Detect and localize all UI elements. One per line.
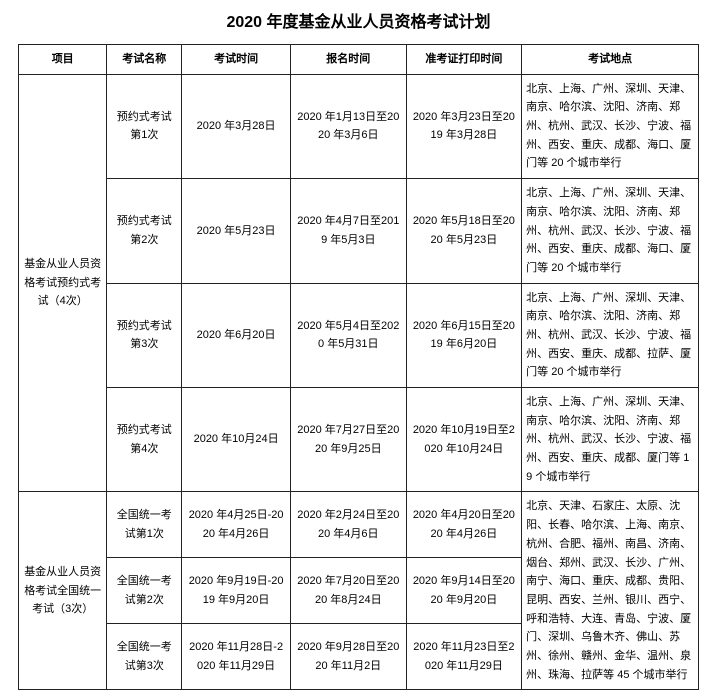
cell-reg-time: 2020 年9月28日至2020 年11月2日	[290, 624, 406, 690]
cell-exam-time: 2020 年10月24日	[182, 388, 291, 492]
cell-admit-time: 2020 年10月19日至2020 年10月24日	[406, 388, 522, 492]
cell-location: 北京、上海、广州、深圳、天津、南京、哈尔滨、沈阳、济南、郑州、杭州、武汉、长沙、…	[522, 74, 699, 178]
cell-exam-name: 预约式考试第4次	[107, 388, 182, 492]
cell-exam-time: 2020 年9月19日-2019 年9月20日	[182, 558, 291, 624]
cell-exam-name: 全国统一考试第2次	[107, 558, 182, 624]
cell-project-group2: 基金从业人员资格考试全国统一考试（3次）	[19, 492, 107, 690]
cell-location: 北京、上海、广州、深圳、天津、南京、哈尔滨、沈阳、济南、郑州、杭州、武汉、长沙、…	[522, 179, 699, 283]
cell-reg-time: 2020 年1月13日至2020 年3月6日	[290, 74, 406, 178]
cell-location-group2: 北京、天津、石家庄、太原、沈阳、长春、哈尔滨、上海、南京、杭州、合肥、福州、南昌…	[522, 492, 699, 690]
cell-exam-time: 2020 年11月28日-2020 年11月29日	[182, 624, 291, 690]
cell-location: 北京、上海、广州、深圳、天津、南京、哈尔滨、沈阳、济南、郑州、杭州、武汉、长沙、…	[522, 388, 699, 492]
cell-exam-name: 全国统一考试第3次	[107, 624, 182, 690]
table-row: 基金从业人员资格考试预约式考试（4次） 预约式考试第1次 2020 年3月28日…	[19, 74, 699, 178]
cell-exam-name: 预约式考试第3次	[107, 283, 182, 387]
cell-reg-time: 2020 年4月7日至2019 年5月3日	[290, 179, 406, 283]
cell-admit-time: 2020 年11月23日至2020 年11月29日	[406, 624, 522, 690]
cell-admit-time: 2020 年4月20日至2020 年4月26日	[406, 492, 522, 558]
cell-exam-time: 2020 年5月23日	[182, 179, 291, 283]
cell-exam-name: 全国统一考试第1次	[107, 492, 182, 558]
table-row: 预约式考试第4次 2020 年10月24日 2020 年7月27日至2020 年…	[19, 388, 699, 492]
header-reg-time: 报名时间	[290, 45, 406, 75]
header-exam-time: 考试时间	[182, 45, 291, 75]
cell-reg-time: 2020 年7月27日至2020 年9月25日	[290, 388, 406, 492]
cell-exam-name: 预约式考试第2次	[107, 179, 182, 283]
exam-schedule-table: 项目 考试名称 考试时间 报名时间 准考证打印时间 考试地点 基金从业人员资格考…	[18, 44, 699, 690]
cell-exam-name: 预约式考试第1次	[107, 74, 182, 178]
cell-reg-time: 2020 年7月20日至2020 年8月24日	[290, 558, 406, 624]
cell-reg-time: 2020 年2月24日至2020 年4月6日	[290, 492, 406, 558]
table-row: 基金从业人员资格考试全国统一考试（3次） 全国统一考试第1次 2020 年4月2…	[19, 492, 699, 558]
header-location: 考试地点	[522, 45, 699, 75]
cell-reg-time: 2020 年5月4日至2020 年5月31日	[290, 283, 406, 387]
header-admit-time: 准考证打印时间	[406, 45, 522, 75]
cell-exam-time: 2020 年3月28日	[182, 74, 291, 178]
cell-project-group1: 基金从业人员资格考试预约式考试（4次）	[19, 74, 107, 492]
cell-exam-time: 2020 年4月25日-2020 年4月26日	[182, 492, 291, 558]
page-title: 2020 年度基金从业人员资格考试计划	[18, 8, 699, 32]
cell-admit-time: 2020 年3月23日至2019 年3月28日	[406, 74, 522, 178]
cell-admit-time: 2020 年6月15日至2019 年6月20日	[406, 283, 522, 387]
cell-admit-time: 2020 年5月18日至2020 年5月23日	[406, 179, 522, 283]
header-exam-name: 考试名称	[107, 45, 182, 75]
table-header-row: 项目 考试名称 考试时间 报名时间 准考证打印时间 考试地点	[19, 45, 699, 75]
table-row: 预约式考试第2次 2020 年5月23日 2020 年4月7日至2019 年5月…	[19, 179, 699, 283]
cell-location: 北京、上海、广州、深圳、天津、南京、哈尔滨、沈阳、济南、郑州、杭州、武汉、长沙、…	[522, 283, 699, 387]
cell-admit-time: 2020 年9月14日至2020 年9月20日	[406, 558, 522, 624]
table-row: 预约式考试第3次 2020 年6月20日 2020 年5月4日至2020 年5月…	[19, 283, 699, 387]
header-project: 项目	[19, 45, 107, 75]
cell-exam-time: 2020 年6月20日	[182, 283, 291, 387]
